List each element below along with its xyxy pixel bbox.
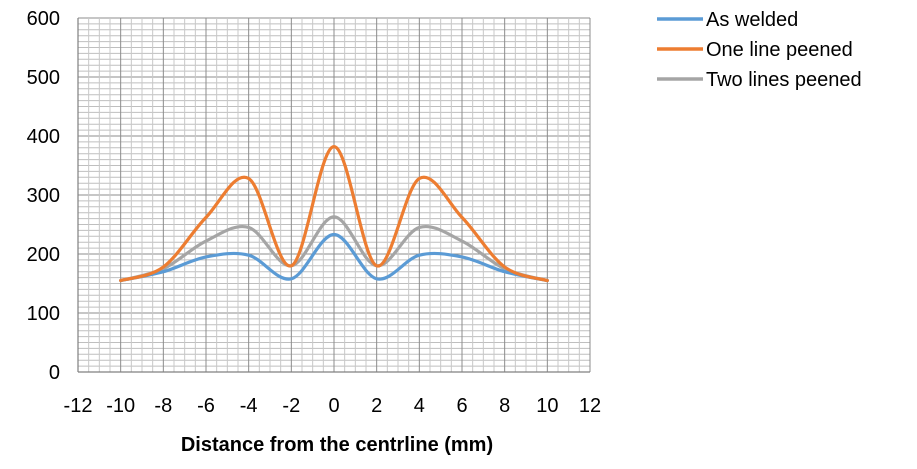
grid: [77, 17, 591, 373]
axes: [77, 18, 590, 373]
x-tick-label: -4: [240, 395, 258, 417]
x-tick-label: -10: [106, 395, 135, 417]
series-line-two-lines-peened: [119, 215, 549, 283]
y-tick-label: 600: [27, 8, 60, 30]
series-line-one-line-peened: [119, 145, 549, 283]
y-tick-label: 300: [27, 185, 60, 207]
y-tick-label: 400: [27, 126, 60, 148]
x-tick-label: 6: [456, 395, 467, 417]
x-tick-label: 8: [499, 395, 510, 417]
series-lines: [119, 145, 549, 283]
x-tick-label: -8: [154, 395, 172, 417]
legend: As welded One line peened Two lines peened: [657, 9, 862, 91]
legend-label: Two lines peened: [706, 69, 862, 91]
y-tick-label: 200: [27, 244, 60, 266]
x-tick-label: 4: [414, 395, 425, 417]
y-tick-label: 100: [27, 303, 60, 325]
x-tick-label: 2: [371, 395, 382, 417]
x-axis-title: Distance from the centrline (mm): [181, 434, 493, 456]
x-tick-label: -2: [282, 395, 300, 417]
legend-label: As welded: [706, 9, 798, 31]
x-tick-label: 0: [328, 395, 339, 417]
tick-labels: 0 100 200 300 400 500 600 -12 -10 -8 -6 -4 -2 0 2 4 6 8 10…: [27, 8, 602, 417]
x-tick-label: 12: [579, 395, 601, 417]
y-tick-label: 500: [27, 67, 60, 89]
legend-label: One line peened: [706, 39, 853, 61]
y-tick-label: 0: [49, 362, 60, 384]
x-tick-label: 10: [536, 395, 558, 417]
x-tick-label: -6: [197, 395, 215, 417]
x-tick-label: -12: [64, 395, 93, 417]
series-line-as-welded: [119, 232, 549, 283]
